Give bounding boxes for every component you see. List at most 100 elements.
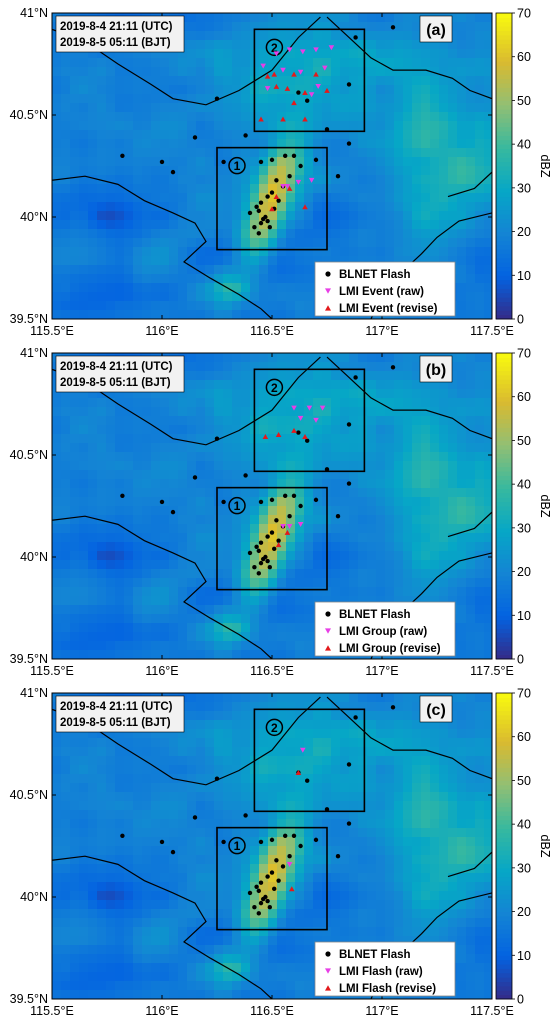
reflectivity-cell	[367, 801, 377, 811]
colorbar-segment	[496, 597, 512, 603]
reflectivity-cell	[286, 846, 296, 856]
reflectivity-cell	[421, 578, 431, 588]
reflectivity-cell	[394, 801, 404, 811]
reflectivity-cell	[277, 416, 287, 426]
reflectivity-cell	[142, 488, 152, 498]
reflectivity-cell	[97, 238, 107, 248]
reflectivity-cell	[286, 497, 296, 507]
reflectivity-cell	[79, 301, 89, 311]
reflectivity-cell	[430, 211, 440, 221]
reflectivity-cell	[349, 900, 359, 910]
reflectivity-cell	[376, 578, 386, 588]
lmi-revise-point	[302, 204, 308, 210]
colorbar-segment	[496, 82, 512, 88]
reflectivity-cell	[475, 121, 485, 131]
reflectivity-cell	[70, 76, 80, 86]
reflectivity-cell	[448, 13, 458, 23]
reflectivity-cell	[340, 443, 350, 453]
reflectivity-cell	[214, 416, 224, 426]
reflectivity-cell	[394, 398, 404, 408]
reflectivity-cell	[214, 623, 224, 633]
reflectivity-cell	[232, 389, 242, 399]
reflectivity-cell	[133, 864, 143, 874]
reflectivity-cell	[214, 560, 224, 570]
reflectivity-cell	[340, 193, 350, 203]
reflectivity-cell	[88, 461, 98, 471]
reflectivity-cell	[295, 729, 305, 739]
reflectivity-cell	[376, 479, 386, 489]
reflectivity-cell	[124, 891, 134, 901]
reflectivity-cell	[196, 371, 206, 381]
reflectivity-cell	[259, 380, 269, 390]
reflectivity-cell	[142, 76, 152, 86]
reflectivity-cell	[259, 711, 269, 721]
reflectivity-cell	[97, 121, 107, 131]
reflectivity-cell	[358, 398, 368, 408]
reflectivity-cell	[187, 792, 197, 802]
reflectivity-cell	[268, 605, 278, 615]
reflectivity-cell	[340, 175, 350, 185]
reflectivity-cell	[259, 864, 269, 874]
reflectivity-cell	[160, 229, 170, 239]
reflectivity-cell	[151, 846, 161, 856]
reflectivity-cell	[259, 362, 269, 372]
blnet-flash-point	[170, 509, 176, 515]
reflectivity-cell	[394, 596, 404, 606]
reflectivity-cell	[223, 524, 233, 534]
reflectivity-cell	[367, 452, 377, 462]
reflectivity-cell	[412, 166, 422, 176]
reflectivity-cell	[232, 729, 242, 739]
reflectivity-cell	[349, 819, 359, 829]
reflectivity-cell	[178, 801, 188, 811]
reflectivity-cell	[88, 139, 98, 149]
reflectivity-cell	[196, 488, 206, 498]
reflectivity-cell	[214, 855, 224, 865]
reflectivity-cell	[331, 407, 341, 417]
colorbar-segment	[496, 152, 512, 158]
reflectivity-cell	[403, 702, 413, 712]
reflectivity-cell	[259, 130, 269, 140]
reflectivity-cell	[142, 202, 152, 212]
reflectivity-cell	[52, 819, 62, 829]
reflectivity-cell	[277, 801, 287, 811]
reflectivity-cell	[277, 443, 287, 453]
colorbar-segment	[496, 462, 512, 468]
reflectivity-cell	[268, 238, 278, 248]
reflectivity-cell	[196, 650, 206, 659]
reflectivity-cell	[97, 175, 107, 185]
reflectivity-cell	[250, 283, 260, 293]
reflectivity-cell	[142, 506, 152, 516]
reflectivity-cell	[403, 738, 413, 748]
reflectivity-cell	[331, 85, 341, 95]
reflectivity-cell	[286, 801, 296, 811]
reflectivity-cell	[178, 792, 188, 802]
reflectivity-cell	[466, 792, 476, 802]
reflectivity-cell	[457, 94, 467, 104]
reflectivity-cell	[97, 873, 107, 883]
reflectivity-cell	[421, 882, 431, 892]
reflectivity-cell	[394, 229, 404, 239]
reflectivity-cell	[340, 551, 350, 561]
reflectivity-cell	[268, 256, 278, 266]
reflectivity-cell	[205, 353, 215, 363]
colorbar-segment	[496, 632, 512, 638]
reflectivity-cell	[160, 837, 170, 847]
reflectivity-cell	[223, 202, 233, 212]
reflectivity-cell	[286, 452, 296, 462]
reflectivity-cell	[313, 533, 323, 543]
reflectivity-cell	[304, 166, 314, 176]
reflectivity-cell	[277, 641, 287, 651]
reflectivity-cell	[430, 452, 440, 462]
reflectivity-cell	[196, 148, 206, 158]
reflectivity-cell	[223, 650, 233, 659]
reflectivity-cell	[214, 569, 224, 579]
reflectivity-cell	[205, 792, 215, 802]
reflectivity-cell	[97, 819, 107, 829]
reflectivity-cell	[223, 371, 233, 381]
reflectivity-cell	[475, 846, 485, 856]
reflectivity-cell	[187, 443, 197, 453]
colorbar-segment	[496, 196, 512, 202]
reflectivity-cell	[286, 31, 296, 41]
reflectivity-cell	[142, 900, 152, 910]
reflectivity-cell	[178, 274, 188, 284]
